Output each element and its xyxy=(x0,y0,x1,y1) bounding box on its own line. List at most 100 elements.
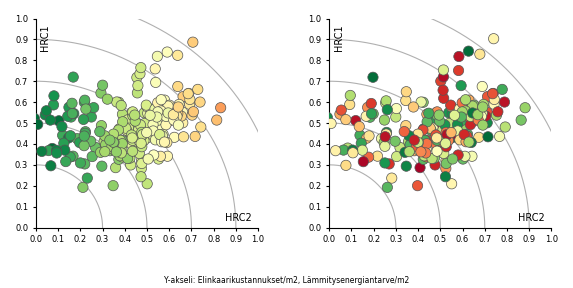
Point xyxy=(108,183,117,188)
Point xyxy=(308,127,317,132)
Point xyxy=(18,129,27,133)
Point xyxy=(80,100,89,105)
Point xyxy=(466,140,476,145)
Point xyxy=(438,127,448,132)
Point xyxy=(42,109,51,113)
Point xyxy=(478,123,488,127)
Point xyxy=(488,91,497,96)
Point xyxy=(429,126,438,130)
Point xyxy=(355,133,364,138)
Point xyxy=(475,52,484,56)
Point xyxy=(148,130,158,134)
Point xyxy=(169,112,178,117)
Point xyxy=(193,87,202,92)
Point xyxy=(445,121,454,126)
Point xyxy=(342,117,351,122)
Point xyxy=(493,109,503,114)
Point xyxy=(411,137,421,142)
Point xyxy=(366,115,375,120)
Point xyxy=(453,132,462,137)
Text: HRC1: HRC1 xyxy=(333,25,344,51)
Point xyxy=(413,140,422,145)
Point xyxy=(152,115,162,119)
Point xyxy=(132,147,141,151)
Point xyxy=(166,117,175,121)
Point xyxy=(136,175,146,179)
Point xyxy=(345,102,354,107)
Point xyxy=(391,115,401,119)
Point xyxy=(147,110,156,115)
Point xyxy=(409,105,418,109)
Point xyxy=(439,96,448,101)
Point xyxy=(383,185,392,190)
Point xyxy=(46,118,55,122)
Point xyxy=(382,130,391,135)
Point xyxy=(100,134,109,138)
Point xyxy=(80,143,89,148)
Point xyxy=(368,111,378,116)
Point xyxy=(30,116,39,121)
Point xyxy=(443,138,452,143)
Point xyxy=(466,122,475,127)
Point xyxy=(473,112,482,117)
Point xyxy=(434,126,443,131)
Point xyxy=(146,113,155,118)
Point xyxy=(367,111,376,116)
Point xyxy=(323,115,332,120)
Point xyxy=(185,97,194,102)
Point xyxy=(444,111,453,115)
Point xyxy=(155,132,164,137)
Point xyxy=(69,75,78,79)
Point xyxy=(131,119,140,123)
Point xyxy=(380,144,390,149)
Point xyxy=(121,126,131,130)
Point xyxy=(144,115,154,119)
Point xyxy=(160,98,169,103)
Point xyxy=(414,147,423,152)
Point xyxy=(111,165,120,170)
Point xyxy=(422,120,431,124)
Point xyxy=(105,148,115,153)
Point xyxy=(367,101,376,106)
Point xyxy=(399,129,409,134)
Point xyxy=(112,149,121,154)
Point xyxy=(153,118,162,123)
Point xyxy=(401,98,410,103)
Point xyxy=(162,114,171,119)
Point xyxy=(173,84,182,89)
Point xyxy=(185,102,194,107)
Point xyxy=(109,140,118,145)
Point xyxy=(134,127,143,132)
Point xyxy=(105,138,115,142)
Point xyxy=(159,132,168,137)
Point xyxy=(453,122,462,127)
Point xyxy=(114,128,123,132)
Point xyxy=(419,126,429,131)
Point xyxy=(157,108,166,113)
Point xyxy=(463,132,472,137)
Point xyxy=(54,118,64,123)
Point xyxy=(57,124,66,129)
Point xyxy=(422,147,431,152)
Point xyxy=(148,129,158,133)
Point xyxy=(80,134,89,138)
Point xyxy=(434,149,444,154)
Point xyxy=(437,125,446,130)
Point xyxy=(148,132,157,137)
Point xyxy=(117,141,127,146)
Point xyxy=(422,138,431,143)
Point xyxy=(478,84,487,89)
Point xyxy=(189,40,198,44)
Point xyxy=(439,151,448,156)
Point xyxy=(442,130,451,135)
Point xyxy=(172,107,182,111)
Point xyxy=(154,123,163,127)
Point xyxy=(441,158,450,163)
Point xyxy=(163,104,172,108)
Point xyxy=(163,111,172,115)
Point xyxy=(144,157,153,161)
Point xyxy=(474,118,483,122)
Point xyxy=(107,137,116,142)
Point xyxy=(117,151,126,155)
Point xyxy=(178,120,187,125)
